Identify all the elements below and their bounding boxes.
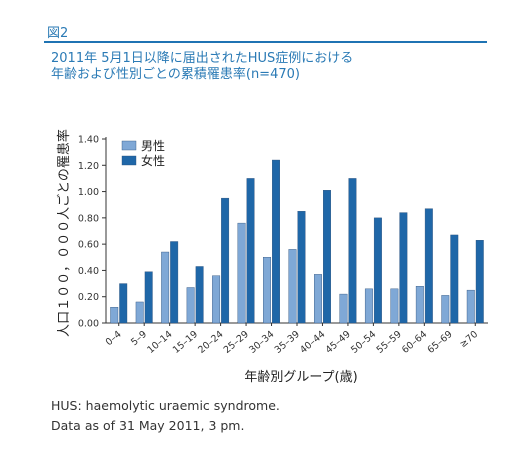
female-bar bbox=[424, 208, 433, 324]
x-tick-label: 10–14 bbox=[145, 329, 174, 356]
figure-label: 図2 bbox=[47, 26, 69, 41]
female-bar bbox=[221, 197, 230, 324]
female-bar bbox=[475, 239, 484, 324]
x-tick-label: 45–49 bbox=[324, 329, 353, 356]
x-tick-label: ≥70 bbox=[458, 329, 480, 350]
female-bar bbox=[195, 266, 204, 324]
y-tick-label: 1.00 bbox=[78, 187, 99, 198]
x-tick-label: 20–24 bbox=[196, 329, 225, 356]
female-bar bbox=[399, 212, 408, 324]
male-bar bbox=[415, 286, 424, 324]
female-bar bbox=[119, 283, 128, 324]
footnote-date: Data as of 31 May 2011, 3 pm. bbox=[51, 418, 245, 433]
male-bar bbox=[364, 288, 373, 324]
female-bar bbox=[144, 271, 153, 324]
legend-swatch-female bbox=[121, 155, 137, 166]
x-tick-label: 40–44 bbox=[298, 329, 327, 356]
legend-label-male: 男性 bbox=[141, 139, 165, 153]
bar-chart: 0.00 0.20 0.40 0.60 0.80 1.00 1.20 1.40 人口１００，００… bbox=[56, 129, 488, 385]
y-tick-label: 0.20 bbox=[78, 292, 99, 303]
male-bar bbox=[263, 257, 271, 324]
x-tick-label: 50–54 bbox=[349, 329, 378, 356]
x-tick-label: 55–59 bbox=[375, 329, 404, 356]
x-axis-label: 年齢別グループ(歳) bbox=[244, 370, 357, 385]
female-bar bbox=[246, 178, 255, 324]
y-axis-label: 人口１００，０００人ごとの罹患率 bbox=[56, 129, 72, 337]
y-tick-label: 0.80 bbox=[78, 213, 99, 224]
male-bar bbox=[390, 288, 399, 324]
female-bar bbox=[272, 159, 280, 324]
title-line-1: 2011年 5月1日以降に届出されたHUS症例における bbox=[51, 51, 354, 66]
y-tick-label: 0.60 bbox=[78, 240, 99, 251]
male-bar bbox=[466, 289, 475, 324]
male-bar bbox=[237, 222, 246, 324]
male-bar bbox=[135, 301, 144, 324]
x-tick-label: 0–4 bbox=[104, 329, 124, 348]
male-bar bbox=[186, 287, 195, 324]
y-tick-label: 1.20 bbox=[78, 161, 99, 172]
footnotes: HUS: haemolytic uraemic syndrome. Data a… bbox=[51, 396, 280, 436]
x-tick-label: 35–39 bbox=[273, 329, 302, 356]
male-bar bbox=[288, 249, 297, 324]
y-tick-label: 0.40 bbox=[78, 266, 99, 277]
female-bar bbox=[450, 234, 459, 324]
male-bar bbox=[339, 293, 348, 324]
legend-label-female: 女性 bbox=[141, 153, 165, 168]
x-tick-label: 15–19 bbox=[171, 329, 200, 356]
female-bar bbox=[348, 178, 357, 324]
male-bar bbox=[314, 274, 322, 324]
x-tick-label: 30–34 bbox=[247, 329, 276, 356]
chart-title: 2011年 5月1日以降に届出されたHUS症例における 年齢および性別ごとの累積… bbox=[51, 51, 491, 83]
female-bar bbox=[170, 241, 179, 324]
female-bar bbox=[323, 190, 331, 324]
male-bar bbox=[110, 307, 119, 324]
y-tick-label: 0.00 bbox=[78, 319, 99, 330]
x-tick-label: 5–9 bbox=[129, 329, 149, 348]
x-tick-label: 25–29 bbox=[222, 329, 251, 356]
female-bar bbox=[373, 217, 382, 324]
footnote-abbreviation: HUS: haemolytic uraemic syndrome. bbox=[51, 398, 280, 413]
female-bar bbox=[297, 211, 306, 324]
x-tick-label: 65–69 bbox=[425, 329, 454, 356]
male-bar bbox=[212, 275, 221, 324]
title-line-2: 年齢および性別ごとの累積罹患率(n=470) bbox=[51, 67, 300, 82]
male-bar bbox=[161, 251, 170, 324]
x-tick-label: 60–64 bbox=[400, 329, 429, 356]
legend-swatch-male bbox=[121, 140, 137, 151]
title-rule bbox=[44, 41, 487, 43]
y-tick-label: 1.40 bbox=[78, 135, 99, 146]
male-bar bbox=[441, 295, 450, 324]
